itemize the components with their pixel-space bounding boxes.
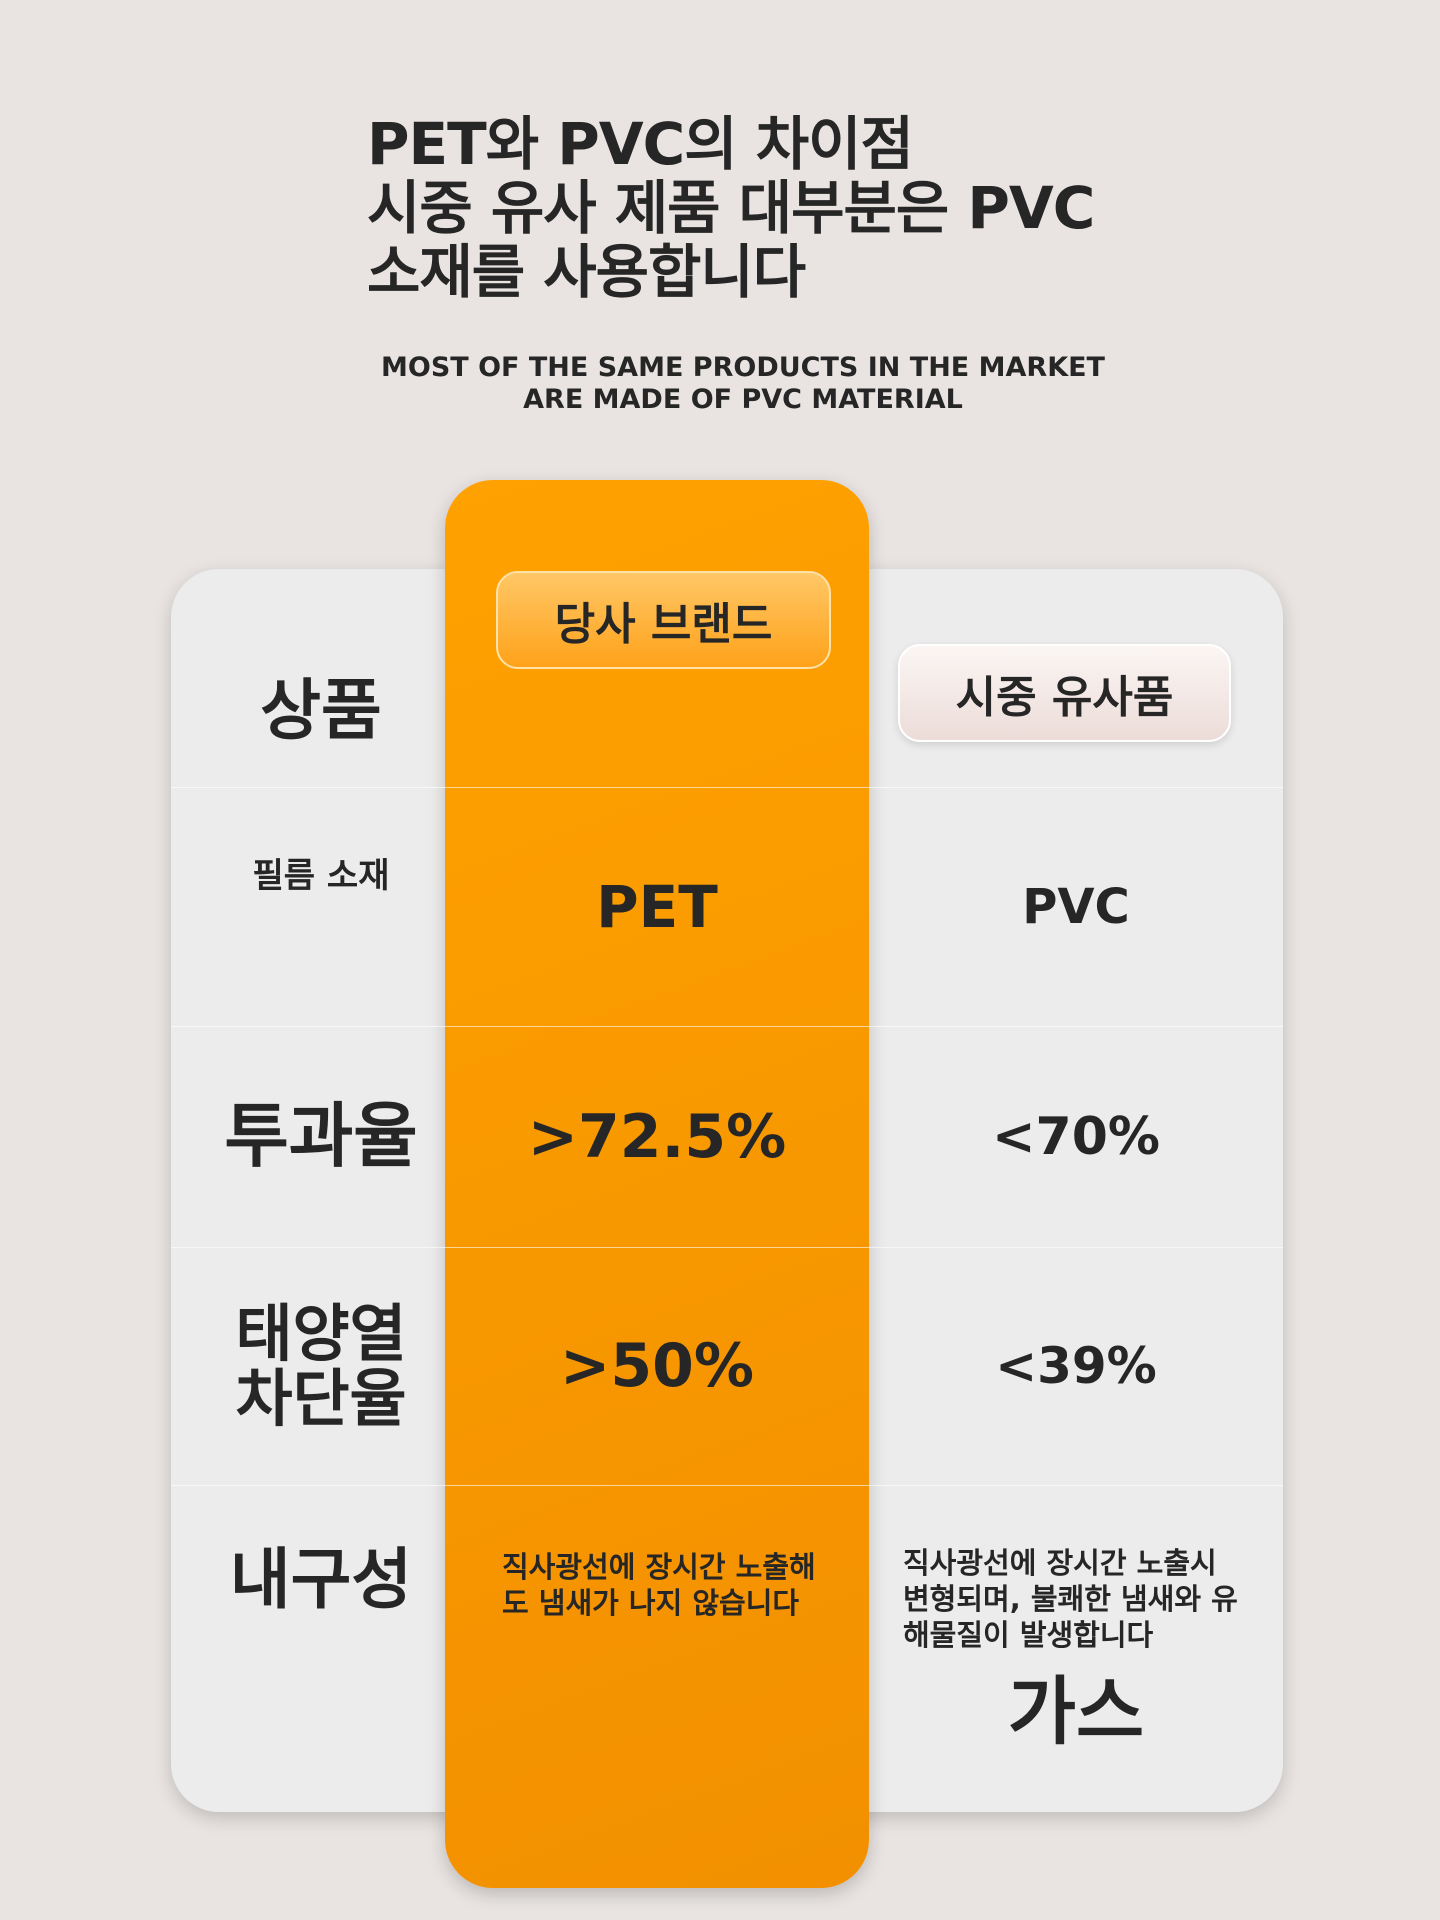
- row-label-line: 차단율: [235, 1362, 407, 1435]
- our-brand-pill: 당사 브랜드: [496, 571, 831, 669]
- brand-column: [445, 480, 869, 1888]
- row-label: 태양열 차단율: [171, 1247, 471, 1485]
- our-value: >50%: [560, 1331, 754, 1401]
- row-label-line: 필름 소재: [252, 855, 390, 896]
- row-label-line: 내구성: [229, 1541, 413, 1619]
- header-label: 상품: [260, 672, 382, 749]
- our-text: 직사광선에 장시간 노출해도 냄새가 나지 않습니다: [502, 1550, 816, 1620]
- row-label-line: 태양열: [235, 1296, 407, 1370]
- row-divider: [171, 787, 1283, 788]
- title-line: 소재를 사용합니다: [367, 238, 806, 306]
- our-value: >72.5%: [527, 1101, 787, 1172]
- title-line: PET와 PVC의 차이점: [367, 110, 914, 178]
- title: PET와 PVC의 차이점 시중 유사 제품 대부분은 PVC 소재를 사용합니다: [367, 110, 1095, 306]
- title-line: 시중 유사 제품 대부분은 PVC: [367, 174, 1095, 242]
- row-divider: [171, 1247, 1283, 1248]
- competitor-value: <39%: [995, 1337, 1157, 1395]
- row-label-line: 투과율: [224, 1094, 418, 1177]
- competitor-extra: 가스: [1007, 1668, 1145, 1755]
- row-divider: [171, 1485, 1283, 1486]
- our-value: PET: [596, 872, 718, 941]
- subtitle: MOST OF THE SAME PRODUCTS IN THE MARKET A…: [0, 352, 1440, 416]
- subtitle-line: MOST OF THE SAME PRODUCTS IN THE MARKET: [381, 352, 1105, 383]
- competitor-text: 직사광선에 장시간 노출시 변형되며, 불쾌한 냄새와 유해물질이 발생합니다: [903, 1546, 1238, 1652]
- row-label: 투과율: [171, 1026, 471, 1247]
- competitor-pill: 시중 유사품: [898, 644, 1231, 742]
- row-divider: [171, 1026, 1283, 1027]
- competitor-value: <70%: [991, 1106, 1161, 1167]
- row-label: 내구성: [171, 1485, 471, 1675]
- row-label: 필름 소재: [171, 787, 471, 966]
- subtitle-line: ARE MADE OF PVC MATERIAL: [523, 384, 963, 415]
- competitor-value: PVC: [1022, 878, 1130, 935]
